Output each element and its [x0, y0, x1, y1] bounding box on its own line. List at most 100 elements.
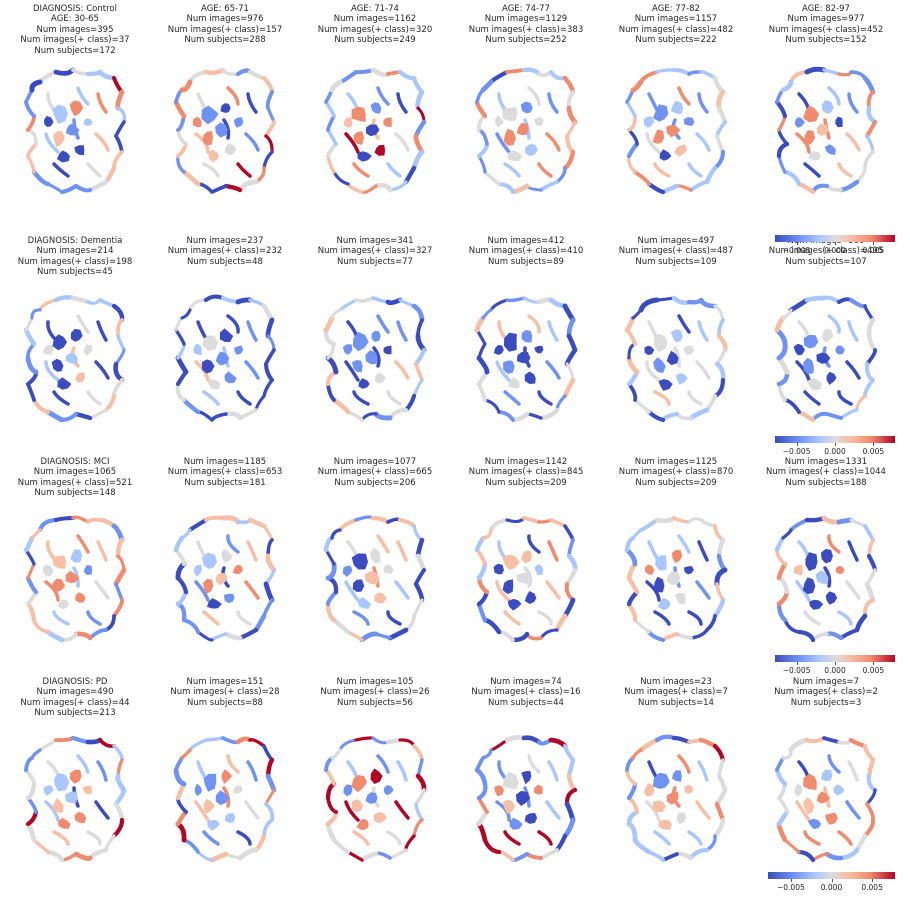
colorbar-tick-label: −0.005	[782, 447, 811, 456]
panel-title: Num images=151 Num images(+ class)=28 Num …	[150, 677, 300, 708]
panel-title-line: Num subjects=107	[785, 256, 867, 267]
colorbar-tick-label: 0.005	[861, 883, 883, 892]
brain-slice-map	[774, 515, 878, 642]
colorbar-gradient	[775, 235, 895, 242]
panel-title-line: AGE: 77-82	[652, 4, 700, 14]
colorbar-tick	[873, 662, 875, 665]
panel-title-line: Num subjects=152	[785, 35, 867, 46]
panel-title-line: AGE: 65-71	[201, 4, 249, 14]
colorbar-tick-label: 0.000	[824, 666, 846, 675]
panel-title-line: Num images=1125	[634, 457, 718, 467]
panel-title: AGE: 82-97 Num images=977 Num images(+ cla…	[751, 4, 901, 46]
panel-title-line: Num subjects=88	[187, 697, 263, 708]
panel-title-line: Num images=151	[186, 677, 264, 687]
brain-panel: DIAGNOSIS: MCI Num images=1065 Num images(…	[0, 457, 150, 677]
panel-title: DIAGNOSIS: Control AGE: 30-65 Num images=3…	[0, 4, 150, 56]
panel-title-line: Num subjects=45	[37, 267, 113, 278]
colorbar-tick-label: 0.005	[862, 246, 885, 255]
panel-title: DIAGNOSIS: Dementia Num images=214 Num ima…	[0, 236, 150, 278]
panel-title-line: Num images(+ class)=521	[17, 477, 133, 488]
panel-title: AGE: 77-82 Num images=1157 Num images(+ cl…	[601, 4, 751, 46]
colorbar-tick	[873, 443, 875, 446]
panel-title-line: Num images(+ class)=845	[468, 467, 584, 478]
brain-slice-map	[174, 294, 276, 422]
brain-panel: Num images=74 Num images(+ class)=16 Num s…	[451, 677, 601, 897]
brain-slice-map	[625, 734, 728, 862]
panel-title-line: Num subjects=181	[184, 477, 266, 488]
brain-slice-map	[323, 296, 427, 422]
panel-title-line: Num images=1142	[484, 457, 568, 467]
brain-panel: Num images=7 Num images(+ class)=2 Num sub…	[751, 677, 901, 897]
colorbar-tick	[872, 879, 874, 882]
panel-title-line: AGE: 71-74	[351, 4, 399, 14]
panel-title: Num images=497 Num images(+ class)=487 Num…	[601, 236, 751, 267]
brain-panel: Num images=1077 Num images(+ class)=665 Nu…	[300, 457, 450, 677]
panel-title-line: Num images(+ class)=320	[317, 24, 433, 35]
panel-title-line: Num images(+ class)=495	[768, 246, 884, 257]
panel-title-line: Num images(+ class)=482	[618, 24, 734, 35]
colorbar-tick	[796, 242, 798, 245]
panel-title-line: Num images(+ class)=1044	[766, 467, 886, 478]
colorbar-tick-label: 0.005	[862, 666, 885, 675]
panel-title-line: Num subjects=148	[34, 488, 116, 499]
panel-title-line: Num images(+ class)=452	[768, 24, 884, 35]
brain-slice-map	[625, 68, 728, 194]
panel-title-line: AGE: 74-77	[502, 4, 550, 14]
brain-panel: DIAGNOSIS: Control AGE: 30-65 Num images=3…	[0, 4, 150, 224]
colorbar-tick-label: 0.000	[824, 447, 846, 456]
panel-title: Num images=1331 Num images(+ class)=1044 N…	[751, 457, 901, 488]
colorbar-tick	[796, 662, 798, 665]
brain-panel: DIAGNOSIS: Dementia Num images=214 Num ima…	[0, 236, 150, 456]
colorbar-row-3: −0.005 0.000 0.005	[775, 655, 895, 689]
brain-panel: AGE: 77-82 Num images=1157 Num images(+ cl…	[601, 4, 751, 224]
panel-title-line: Num subjects=222	[635, 35, 717, 46]
panel-title-line: Num subjects=44	[488, 697, 564, 708]
panel-title-line: Num subjects=172	[34, 45, 116, 56]
panel-title: AGE: 71-74 Num images=1162 Num images(+ cl…	[300, 4, 450, 46]
panel-title: DIAGNOSIS: MCI Num images=1065 Num images(…	[0, 457, 150, 499]
panel-title-line: Num subjects=249	[334, 35, 416, 46]
panel-title-line: Num images(+ class)=26	[320, 687, 430, 698]
brain-slice-map	[474, 735, 578, 862]
colorbar-tick-label: 0.005	[862, 447, 885, 456]
brain-slice-map	[474, 296, 578, 422]
panel-title-line: Num images(+ class)=665	[317, 467, 433, 478]
panel-title-line: Num subjects=56	[337, 697, 413, 708]
colorbar-gradient	[775, 655, 895, 662]
panel-title-line: Num images(+ class)=198	[17, 256, 133, 267]
colorbar-row-4: −0.005 0.000 0.005	[768, 872, 895, 906]
panel-title-line: Num images=105	[336, 677, 414, 687]
brain-panel: Num images=23 Num images(+ class)=7 Num su…	[601, 677, 751, 897]
panel-title-line: DIAGNOSIS: Dementia	[27, 236, 123, 246]
brain-panel: AGE: 71-74 Num images=1162 Num images(+ cl…	[300, 4, 450, 224]
brain-panel: DIAGNOSIS: PD Num images=490 Num images(+ …	[0, 677, 150, 897]
colorbar-tick	[796, 443, 798, 446]
panel-title-line: Num images=1065	[33, 467, 117, 478]
panel-title-line: Num subjects=206	[334, 477, 416, 488]
panel-title-line: Num subjects=209	[635, 477, 717, 488]
panel-title: AGE: 74-77 Num images=1129 Num images(+ cl…	[451, 4, 601, 46]
brain-slice-map	[173, 67, 276, 194]
brain-slice-map	[323, 515, 427, 642]
brain-panel: Num images=1185 Num images(+ class)=653 Nu…	[150, 457, 300, 677]
panel-title-line: Num images(+ class)=44	[20, 697, 130, 708]
panel-title-line: Num images(+ class)=327	[317, 246, 433, 257]
brain-panel: Num images=151 Num images(+ class)=28 Num …	[150, 677, 300, 897]
colorbar-tick	[831, 879, 833, 882]
brain-slice-map	[774, 295, 878, 422]
brain-slice-map	[774, 735, 878, 862]
brain-slice-map	[173, 736, 277, 862]
brain-panel: Num images=497 Num images(+ class)=487 Num…	[601, 236, 751, 456]
panel-title: Num images=7 Num images(+ class)=2 Num sub…	[751, 677, 901, 708]
colorbar-tick-label: 0.000	[820, 883, 843, 892]
colorbar-tick	[835, 662, 836, 665]
panel-title-line: Num images=490	[36, 687, 114, 698]
panel-title-line: Num images(+ class)=37	[20, 35, 130, 46]
panel-title-line: Num images=74	[490, 677, 562, 687]
panel-title: Num images=341 Num images(+ class)=327 Num…	[300, 236, 450, 267]
panel-title-line: Num images=497	[637, 236, 715, 246]
panel-title: Num images=237 Num images(+ class)=232 Num…	[150, 236, 300, 267]
brain-panel: AGE: 65-71 Num images=976 Num images(+ cla…	[150, 4, 300, 224]
brain-panel: AGE: 82-97 Num images=977 Num images(+ cla…	[751, 4, 901, 224]
